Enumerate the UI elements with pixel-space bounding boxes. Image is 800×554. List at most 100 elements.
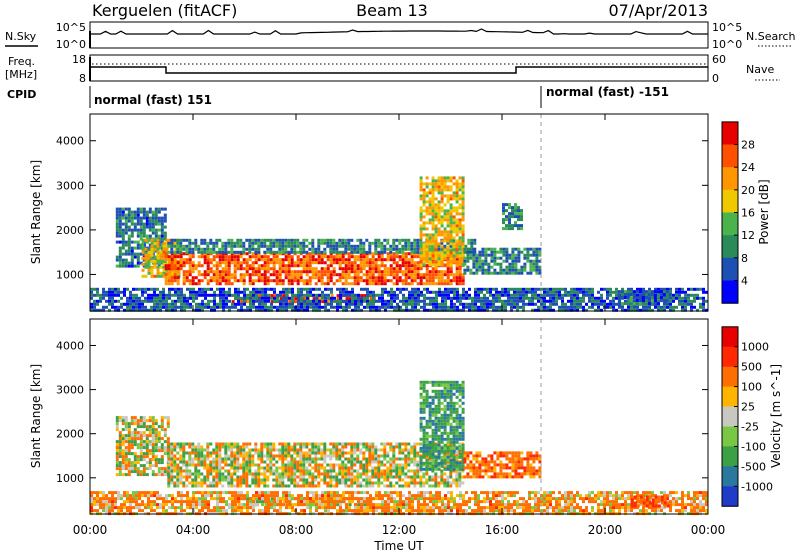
- data-cell: [368, 445, 372, 449]
- data-cell: [517, 209, 520, 213]
- data-cell: [342, 308, 345, 312]
- data-cell: [669, 308, 672, 312]
- data-cell: [269, 445, 273, 449]
- data-cell: [317, 481, 321, 485]
- data-cell: [124, 252, 128, 256]
- data-cell: [483, 293, 486, 297]
- data-cell: [383, 478, 387, 482]
- data-cell: [144, 262, 148, 266]
- data-cell: [552, 308, 555, 312]
- data-cell: [390, 296, 393, 300]
- data-cell: [458, 244, 462, 248]
- data-cell: [435, 290, 438, 294]
- data-cell: [133, 246, 137, 250]
- data-cell: [173, 463, 177, 467]
- data-cell: [455, 270, 459, 274]
- data-cell: [215, 276, 219, 280]
- data-cell: [450, 296, 453, 300]
- colorbar-swatch: [722, 189, 738, 213]
- data-cell: [203, 250, 207, 254]
- data-cell: [377, 267, 381, 271]
- data-cell: [237, 308, 240, 312]
- data-cell: [440, 224, 444, 228]
- data-cell: [606, 287, 609, 291]
- data-cell: [160, 449, 164, 453]
- data-cell: [368, 442, 372, 446]
- data-cell: [182, 238, 186, 242]
- data-cell: [425, 279, 429, 283]
- data-cell: [356, 472, 360, 476]
- data-cell: [392, 261, 396, 265]
- data-cell: [516, 296, 519, 300]
- data-cell: [130, 461, 134, 465]
- data-cell: [142, 467, 146, 471]
- data-cell: [141, 241, 145, 245]
- data-cell: [356, 273, 360, 277]
- data-cell: [255, 287, 258, 291]
- data-cell: [157, 261, 161, 265]
- data-cell: [417, 308, 420, 312]
- colorbar-tick-label: 12: [741, 229, 755, 242]
- data-cell: [136, 437, 140, 441]
- data-cell: [606, 293, 609, 297]
- data-cell: [282, 296, 285, 300]
- data-cell: [365, 282, 369, 286]
- data-cell: [484, 259, 488, 263]
- data-cell: [353, 457, 357, 461]
- data-cell: [221, 475, 225, 479]
- data-cell: [514, 206, 517, 210]
- data-cell: [461, 273, 465, 277]
- data-cell: [133, 452, 137, 456]
- data-cell: [139, 473, 143, 477]
- data-cell: [215, 463, 219, 467]
- noise-panel-frame: [89, 21, 709, 49]
- data-cell: [248, 258, 252, 262]
- data-cell: [371, 451, 375, 455]
- data-cell: [141, 247, 145, 251]
- data-cell: [297, 308, 300, 312]
- data-cell: [395, 282, 399, 286]
- data-cell: [425, 239, 429, 243]
- data-cell: [434, 233, 438, 237]
- data-cell: [305, 469, 309, 473]
- data-cell: [231, 305, 234, 309]
- data-cell: [263, 250, 267, 254]
- data-cell: [347, 282, 351, 286]
- data-cell: [422, 257, 426, 261]
- data-cell: [285, 299, 288, 303]
- data-cell: [552, 290, 555, 294]
- data-cell: [333, 305, 336, 309]
- data-cell: [318, 299, 321, 303]
- data-cell: [263, 264, 267, 268]
- data-cell: [285, 290, 288, 294]
- data-cell: [236, 442, 240, 446]
- data-cell: [269, 273, 273, 277]
- data-cell: [434, 215, 438, 219]
- data-cell: [522, 308, 525, 312]
- data-cell: [449, 257, 453, 261]
- data-cell: [206, 469, 210, 473]
- data-cell: [449, 179, 453, 183]
- data-cell: [275, 261, 279, 265]
- data-cell: [447, 305, 450, 309]
- data-cell: [150, 305, 153, 309]
- data-cell: [215, 448, 219, 452]
- data-cell: [332, 448, 336, 452]
- data-cell: [275, 273, 279, 277]
- data-cell: [359, 466, 363, 470]
- data-cell: [290, 475, 294, 479]
- data-cell: [461, 203, 465, 207]
- data-cell: [573, 299, 576, 303]
- data-cell: [389, 472, 393, 476]
- data-cell: [462, 293, 465, 297]
- data-cell: [218, 264, 222, 268]
- data-cell: [324, 296, 327, 300]
- data-cell: [341, 454, 345, 458]
- data-cell: [173, 238, 177, 242]
- data-cell: [570, 287, 573, 291]
- data-cell: [157, 473, 161, 477]
- data-cell: [147, 250, 151, 254]
- data-cell: [423, 302, 426, 306]
- data-cell: [395, 238, 399, 242]
- data-cell: [437, 257, 441, 261]
